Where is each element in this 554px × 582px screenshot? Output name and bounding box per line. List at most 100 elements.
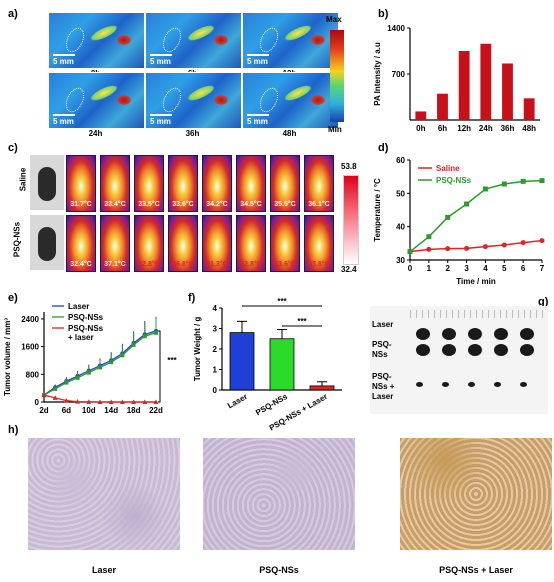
thermal-image: 35.5°C — [270, 155, 300, 212]
x-tick-label: 5 — [502, 264, 507, 273]
thermal-temp-label: 51.3°C — [206, 261, 228, 268]
thermal-image: 53.8°C — [304, 215, 334, 272]
tumor-sample — [442, 382, 449, 387]
x-tick-label: 2d — [39, 406, 48, 414]
series-point — [445, 246, 451, 252]
x-tick-label: 18d — [127, 406, 141, 414]
x-tick-label: 0 — [408, 264, 413, 273]
thermal-temp-label: 42.8°C — [138, 261, 160, 268]
thermal-image: 37.1°C — [100, 215, 130, 272]
series-point — [119, 399, 125, 404]
bar-0h — [415, 111, 427, 120]
y-tick-label: 3 — [213, 325, 218, 334]
panel-c-label: c) — [8, 142, 18, 154]
y-tick-label: 50 — [396, 189, 405, 198]
series-point — [539, 238, 545, 244]
thermal-image: 33.4°C — [100, 155, 130, 212]
pa-colorbar-max: Max — [326, 15, 342, 24]
series-point — [501, 181, 507, 187]
y-axis-label: Tumor volume / mm³ — [3, 318, 12, 396]
scale-bar-label: 5 mm — [247, 117, 268, 126]
panel-e-label: e) — [8, 292, 18, 304]
tumor-sample — [442, 344, 456, 356]
y-tick-label: 1400 — [387, 24, 405, 33]
series-point — [131, 399, 137, 404]
x-tick-label: 3 — [464, 264, 469, 273]
thermal-temp-label: 33.4°C — [104, 201, 126, 208]
legend-label: Saline — [436, 164, 460, 173]
x-tick-label: 6 — [521, 264, 526, 273]
y-tick-label: 0 — [213, 386, 218, 395]
bar-PSQ-NSs — [269, 338, 295, 391]
scale-bar-label: 5 mm — [150, 57, 171, 66]
ihc-caption-psq-laser: PSQ-NSs + Laser — [439, 565, 513, 575]
thermal-image: 36.1°C — [304, 155, 334, 212]
thermal-image: 33.5°C — [134, 155, 164, 212]
tumor-sample — [494, 344, 508, 356]
thermal-image: 32.4°C — [66, 215, 96, 272]
y-axis-label: Tumor Weight / g — [193, 317, 202, 382]
series-point — [41, 392, 47, 398]
series-point — [539, 178, 545, 184]
y-tick-label: 60 — [396, 156, 405, 165]
pa-image-24h: 5 mm — [48, 72, 145, 129]
thermal-image: 42.8°C — [134, 215, 164, 272]
series-point — [75, 399, 81, 404]
tumor-sample — [520, 344, 534, 356]
series-line-PSQ-NSs — [409, 179, 543, 253]
y-tick-label: 4 — [213, 304, 218, 313]
series-point — [142, 334, 147, 339]
significance-stars: *** — [277, 297, 287, 306]
ihc-image-psq — [203, 438, 355, 550]
thermal-temp-label: 53.6°C — [274, 261, 296, 268]
thermal-image: 52.8°C — [236, 215, 266, 272]
x-tick-label: 7 — [540, 264, 545, 273]
thermal-image: 31.7°C — [66, 155, 96, 212]
x-tick-label: 4 — [483, 264, 488, 273]
x-tick-label: 2 — [445, 264, 450, 273]
legend-label: PSQ-NSs — [436, 176, 472, 185]
tumor-sample — [494, 382, 501, 387]
series-point — [75, 375, 80, 380]
series-point — [109, 360, 114, 365]
tumor-sample — [468, 382, 475, 387]
thermal-image: 46.8°C — [168, 215, 198, 272]
series-point — [97, 399, 103, 404]
y-tick-label: 30 — [396, 256, 405, 265]
panel-a-label: a) — [8, 8, 18, 20]
temperature-line-chart: 30 40 50 60 0 1 2 3 4 5 6 7 Saline PSQ-NSs Time / min T… — [373, 156, 545, 286]
series-point — [426, 234, 432, 240]
thermal-image: 51.3°C — [202, 215, 232, 272]
bar-Laser — [229, 332, 255, 391]
tumor-sample — [494, 328, 508, 340]
thermal-image: 33.6°C — [168, 155, 198, 212]
pa-colorbar-min: Min — [328, 125, 342, 134]
series-point — [482, 244, 488, 250]
ihc-caption-psq: PSQ-NSs — [259, 565, 299, 575]
thermal-temp-label: 35.5°C — [274, 201, 296, 208]
thermal-temp-label: 37.1°C — [104, 261, 126, 268]
y-tick-label: 1 — [213, 366, 218, 375]
tumor-sample — [520, 328, 534, 340]
tumor-row-label-laser: Laser — [372, 320, 394, 329]
ihc-caption-laser: Laser — [91, 565, 117, 575]
thermal-colorbar-max: 53.8 — [341, 162, 357, 171]
significance-stars: *** — [297, 317, 307, 326]
x-tick-label: 6d — [62, 406, 71, 414]
x-tick-label: 48h — [522, 124, 536, 133]
x-tick-label: 14d — [104, 406, 118, 414]
mouse-photo — [30, 155, 64, 210]
series-point — [520, 178, 526, 184]
series-point — [86, 370, 91, 375]
series-point — [445, 214, 451, 220]
bar-PSQ-NSs + Laser — [309, 385, 335, 391]
tumor-volume-line-chart: 0 800 1600 2400 2d 6d 10d 14d 18d 22d Laser PSQ-NSs… — [3, 302, 178, 414]
thermal-image: 34.5°C — [236, 155, 266, 212]
scale-bar — [150, 54, 172, 56]
thermal-temp-label: 46.8°C — [172, 261, 194, 268]
series-point — [98, 365, 102, 370]
y-tick-label: 800 — [26, 370, 40, 379]
x-tick-label: PSQ-NSs — [254, 392, 289, 418]
legend-label: PSQ-NSs — [68, 313, 104, 322]
